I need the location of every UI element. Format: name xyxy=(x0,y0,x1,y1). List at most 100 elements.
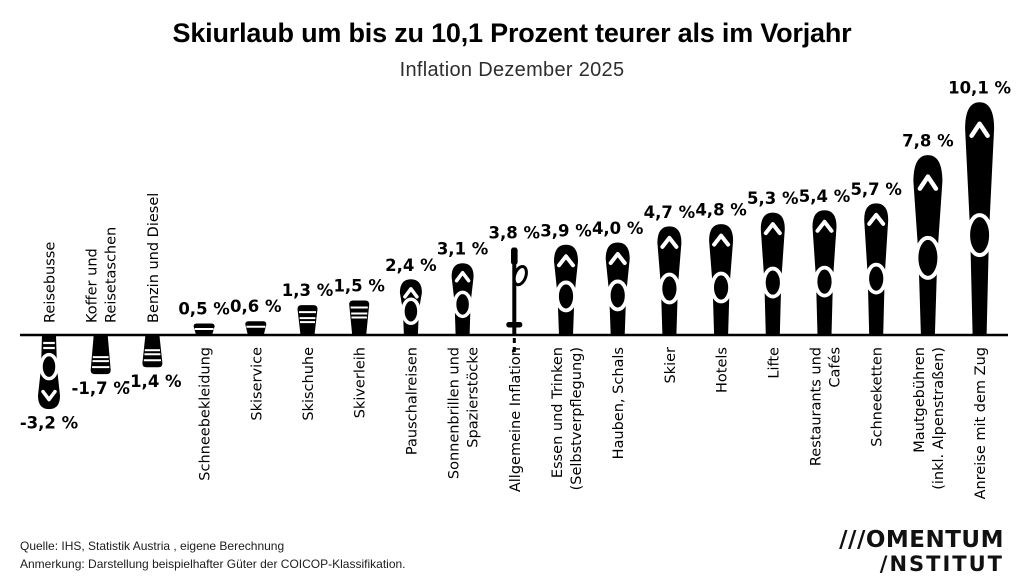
ski-tip-chevron-icon xyxy=(763,222,782,236)
value-label: -1,7 % xyxy=(72,379,131,398)
bar-essen-und-trinken-selbstverpflegung: 3,9 % Essen und Trinken (Selbstverpflegung… xyxy=(540,221,592,490)
bar-schneebekleidung: 0,5 % Schneebekleidung xyxy=(178,300,230,481)
pole-shaft xyxy=(512,247,517,334)
value-label: 7,8 % xyxy=(902,132,954,151)
ski-shape xyxy=(297,305,318,335)
category-label: Lifte xyxy=(766,347,782,379)
bar-skiservice: 0,6 % Skiservice xyxy=(230,297,282,420)
ski-tip-chevron-icon xyxy=(454,270,471,283)
ski-binding-icon xyxy=(39,352,59,381)
bar-lifte: 5,3 % Lifte xyxy=(747,189,799,378)
ski-binding-icon xyxy=(966,213,994,258)
bar-koffer-und-reisetaschen: -1,7 % Koffer und Reisetaschen xyxy=(72,227,131,398)
ski-shape xyxy=(245,321,267,335)
pole-strap-icon xyxy=(512,264,528,287)
value-label: 10,1 % xyxy=(948,79,1011,98)
value-label: 3,8 % xyxy=(489,224,541,243)
logo-line-1: ///OMENTUM xyxy=(839,527,1004,553)
category-label: Spazierstöcke xyxy=(466,347,482,448)
category-label: Mautgebühren xyxy=(912,347,928,453)
value-label: 1,3 % xyxy=(282,281,334,300)
category-label: Schneeketten xyxy=(870,347,886,447)
value-label: -3,2 % xyxy=(20,414,79,433)
bar-pauschalreisen: 2,4 % Pauschalreisen xyxy=(385,256,437,455)
ski-binding-icon xyxy=(761,266,784,299)
category-label: Restaurants und xyxy=(809,347,825,466)
source-line: Quelle: IHS, Statistik Austria , eigene … xyxy=(20,539,285,553)
category-label: Hauben, Schals xyxy=(611,347,627,459)
category-label: Skischuhe xyxy=(301,347,317,421)
category-label: Skiservice xyxy=(249,347,265,421)
footer: Quelle: IHS, Statistik Austria , eigene … xyxy=(20,537,406,573)
bar-anreise-mit-dem-zug: 10,1 % Anreise mit dem Zug xyxy=(948,79,1011,500)
ski-tip-chevron-icon xyxy=(403,287,419,299)
bar-restaurants-und-caf-s: 5,4 % Restaurants und Cafés xyxy=(799,187,851,466)
ski-tip-chevron-icon xyxy=(917,174,939,191)
ski-shape xyxy=(90,335,111,375)
note-line: Anmerkung: Darstellung beispielhafter Gü… xyxy=(20,557,406,571)
value-label: 5,7 % xyxy=(850,180,902,199)
value-label: 4,7 % xyxy=(644,203,696,222)
ski-binding-icon xyxy=(658,272,681,305)
bar-benzin-und-diesel: -1,4 % Benzin und Diesel xyxy=(123,193,182,392)
category-label: Benzin und Diesel xyxy=(146,193,162,323)
value-label: 1,5 % xyxy=(333,277,385,296)
ski-tip-chevron-icon xyxy=(608,252,627,265)
ski-binding-icon xyxy=(914,235,942,280)
bar-hauben-schals: 4,0 % Hauben, Schals xyxy=(592,219,644,459)
ski-binding-icon xyxy=(606,279,629,312)
category-label: Reisetaschen xyxy=(104,227,120,323)
value-label: 5,4 % xyxy=(799,187,851,206)
category-label: Skier xyxy=(663,347,679,384)
value-label: 4,8 % xyxy=(695,201,747,220)
value-label: 0,6 % xyxy=(230,297,282,316)
category-label: Koffer und xyxy=(85,248,101,323)
bar-skiverleih: 1,5 % Skiverleih xyxy=(333,277,385,419)
momentum-institut-logo: ///OMENTUM /NSTITUT xyxy=(839,527,1004,576)
category-label: (Selbstverpflegung) xyxy=(569,347,585,490)
ski-tip-chevron-icon xyxy=(867,212,886,226)
ski-binding-icon xyxy=(452,290,473,319)
ski-binding-icon xyxy=(401,297,421,326)
bar-skischuhe: 1,3 % Skischuhe xyxy=(282,281,334,421)
ski-tip-chevron-icon xyxy=(815,219,834,233)
category-label: (inkl. Alpenstraßen) xyxy=(931,347,947,490)
value-label: 4,0 % xyxy=(592,219,644,238)
bar-mautgeb-hren-inkl-alpenstra-en: 7,8 % Mautgebühren (inkl. Alpenstraßen) xyxy=(902,132,954,490)
category-label: Allgemeine Inflation xyxy=(508,347,524,492)
value-label: 3,9 % xyxy=(540,221,592,240)
category-label: Anreise mit dem Zug xyxy=(973,347,989,499)
ski-binding-icon xyxy=(865,262,888,295)
pole-grip xyxy=(511,247,518,265)
bar-sonnenbrillen-und-spazierst-cke: 3,1 % Sonnenbrillen und Spazierstöcke xyxy=(437,240,489,479)
logo-line-2: /NSTITUT xyxy=(879,552,1004,576)
ski-binding-icon xyxy=(555,280,577,313)
bar-reisebusse: -3,2 % Reisebusse xyxy=(20,242,79,433)
pole-basket xyxy=(506,322,523,328)
value-label: 3,1 % xyxy=(437,240,489,259)
category-label: Hotels xyxy=(715,347,731,393)
chart-title: Skiurlaub um bis zu 10,1 Prozent teurer … xyxy=(172,18,852,48)
chart-subtitle: Inflation Dezember 2025 xyxy=(399,59,625,81)
ski-binding-icon xyxy=(710,271,732,304)
category-label: Essen und Trinken xyxy=(550,347,566,478)
ski-tip-chevron-icon xyxy=(557,254,575,268)
ski-tip-chevron-icon xyxy=(660,235,679,249)
value-label: 5,3 % xyxy=(747,189,799,208)
category-label: Reisebusse xyxy=(43,242,59,323)
category-label: Pauschalreisen xyxy=(404,347,420,455)
category-label: Sonnenbrillen und xyxy=(447,347,463,479)
ski-tip-chevron-icon xyxy=(41,389,57,402)
category-label: Cafés xyxy=(828,347,844,388)
category-label: Schneebekleidung xyxy=(198,347,214,481)
category-label: Skiverleih xyxy=(353,347,369,418)
bar-schneeketten: 5,7 % Schneeketten xyxy=(850,180,902,447)
value-label: 2,4 % xyxy=(385,256,437,275)
value-label: 0,5 % xyxy=(178,300,230,319)
ski-tip-chevron-icon xyxy=(969,121,990,138)
ski-tip-chevron-icon xyxy=(712,233,731,247)
bar-skier: 4,7 % Skier xyxy=(644,203,696,384)
bar-allgemeine-inflation: 3,8 % Allgemeine Inflation xyxy=(489,224,541,493)
